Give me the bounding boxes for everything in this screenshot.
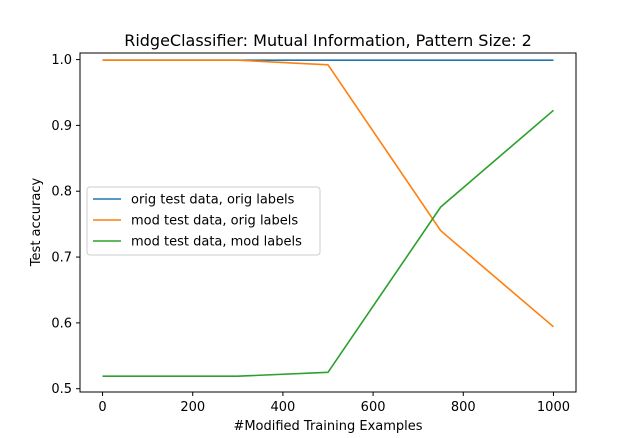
y-tick-label: 0.7	[51, 251, 72, 266]
y-tick-label: 0.9	[51, 119, 72, 134]
y-tick-label: 0.5	[51, 382, 72, 397]
y-tick-label: 0.8	[51, 185, 72, 200]
legend-label-2: mod test data, orig labels	[131, 214, 298, 229]
plot-lines	[102, 59, 555, 378]
x-tick-label: 800	[451, 400, 476, 415]
legend-label-3: mod test data, mod labels	[131, 235, 302, 250]
legend-label-1: orig test data, orig labels	[131, 193, 295, 208]
x-tick-label: 1000	[537, 400, 570, 415]
plot-frame	[79, 52, 577, 393]
y-tick-label: 1.0	[51, 53, 72, 68]
series-line-3	[102, 109, 555, 378]
series-line-2	[102, 59, 555, 328]
chart-title: RidgeClassifier: Mutual Information, Pat…	[124, 31, 532, 50]
x-tick-label: 0	[98, 400, 106, 415]
y-tick-label: 0.6	[51, 316, 72, 331]
y-axis-ticks: 0.5 0.6 0.7 0.8 0.9 1.0	[51, 53, 80, 397]
x-tick-label: 200	[180, 400, 205, 415]
y-axis-label: Test accuracy	[29, 178, 44, 268]
legend: orig test data, orig labels mod test data…	[86, 186, 321, 256]
legend-box	[86, 186, 321, 256]
x-axis-label: #Modified Training Examples	[233, 419, 422, 434]
x-tick-label: 400	[270, 400, 295, 415]
x-tick-label: 600	[361, 400, 386, 415]
x-axis-ticks: 0 200 400 600 800 1000	[98, 392, 570, 415]
